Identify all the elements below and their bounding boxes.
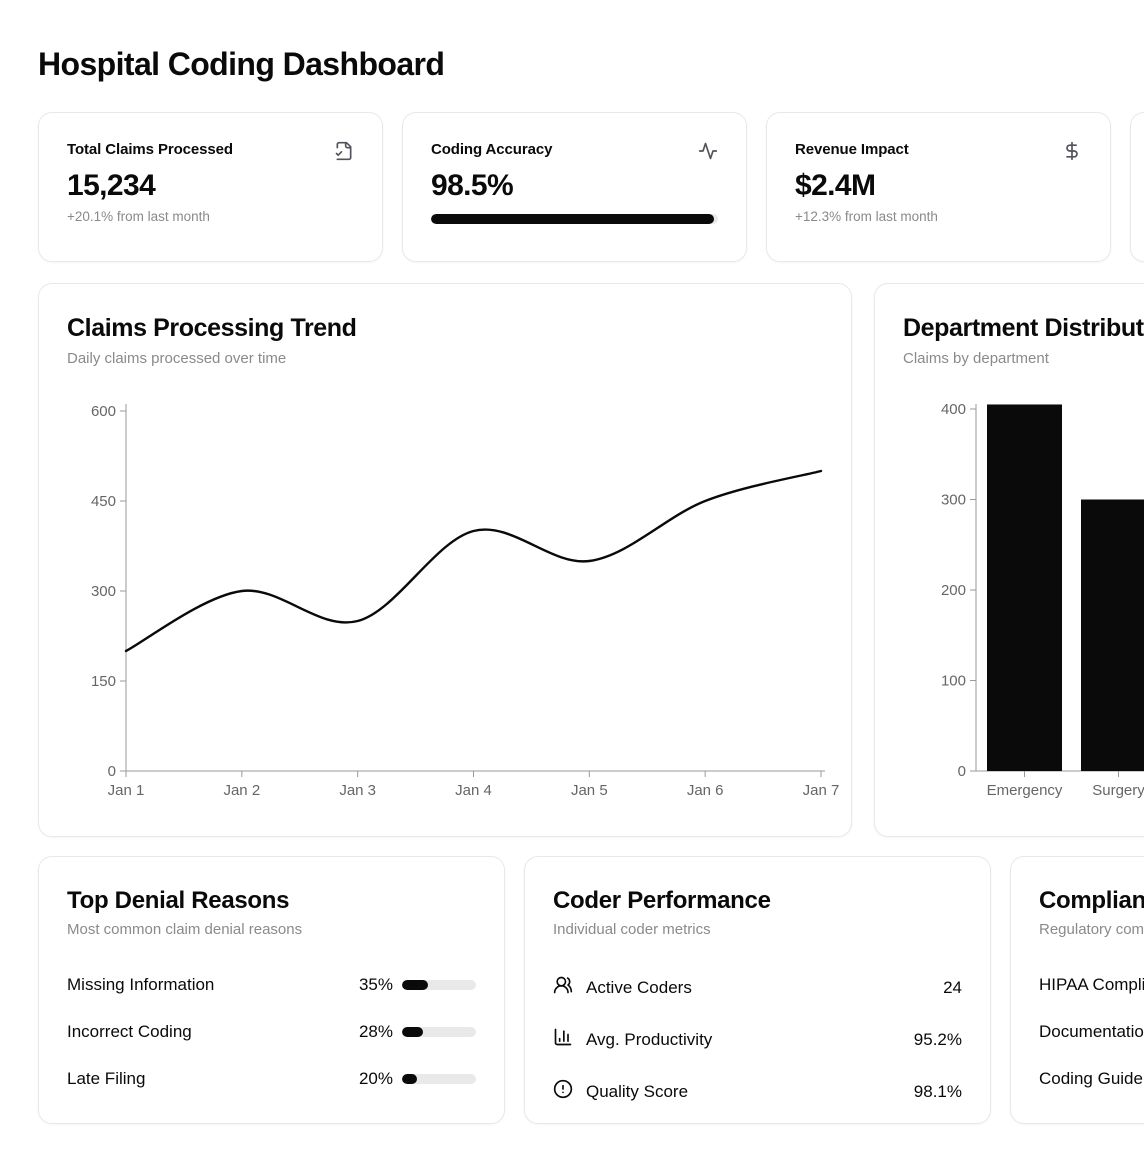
metric-value: 98.1% bbox=[913, 1081, 962, 1101]
card-title: Top Denial Reasons bbox=[67, 886, 290, 914]
claims-trend-card: Claims Processing Trend Daily claims pro… bbox=[38, 282, 852, 837]
metric-value: 95.2% bbox=[913, 1029, 962, 1049]
svg-text:Jan 6: Jan 6 bbox=[687, 782, 724, 799]
stat-card-total-claims: Total Claims Processed 15,234 +20.1% fro… bbox=[38, 111, 383, 262]
alert-circle-icon bbox=[553, 1079, 573, 1104]
charts-row: Claims Processing Trend Daily claims pro… bbox=[38, 282, 1144, 837]
stat-note: +12.3% from last month bbox=[795, 208, 938, 224]
department-distribution-card: Department Distribution Claims by depart… bbox=[874, 282, 1144, 837]
compliance-card: Compliance Regulatory compliance HIPAA C… bbox=[1010, 855, 1144, 1124]
compliance-row: HIPAA Compliance bbox=[1039, 975, 1144, 995]
denial-progressbar bbox=[402, 1074, 476, 1085]
svg-text:Surgery: Surgery bbox=[1092, 782, 1144, 799]
dashboard-page: Hospital Coding Dashboard Total Claims P… bbox=[0, 46, 1144, 1124]
card-subtitle: Individual coder metrics bbox=[553, 921, 711, 939]
metric-label: Avg. Productivity bbox=[586, 1029, 713, 1049]
coder-row: Active Coders 24 bbox=[553, 975, 962, 1000]
chart-subtitle: Daily claims processed over time bbox=[67, 349, 287, 367]
claims-trend-chart[interactable]: 0 150 300 450 600 Jan 1 Jan 2 Jan 3 Jan 4 Jan 5 Ja… bbox=[39, 284, 852, 837]
department-distribution-chart[interactable]: 0 100 200 300 400 Emergency Surgery bbox=[875, 284, 1144, 837]
svg-text:300: 300 bbox=[91, 583, 116, 600]
stat-card-clipped bbox=[1130, 111, 1144, 262]
stats-row: Total Claims Processed 15,234 +20.1% fro… bbox=[38, 111, 1144, 262]
chart-title: Claims Processing Trend bbox=[67, 313, 357, 342]
compliance-label: Documentation bbox=[1039, 1022, 1144, 1042]
denial-value: 20% bbox=[358, 1069, 393, 1089]
stat-note: +20.1% from last month bbox=[67, 208, 210, 224]
page-title: Hospital Coding Dashboard bbox=[38, 46, 445, 82]
stat-value: $2.4M bbox=[795, 168, 876, 202]
metric-label: Quality Score bbox=[586, 1081, 689, 1101]
bar-chart-icon bbox=[553, 1027, 573, 1052]
svg-text:Jan 2: Jan 2 bbox=[223, 782, 260, 799]
card-subtitle: Most common claim denial reasons bbox=[67, 921, 303, 939]
compliance-row: Coding Guidelines bbox=[1039, 1069, 1144, 1089]
svg-text:0: 0 bbox=[958, 763, 966, 780]
metric-label: Active Coders bbox=[586, 977, 692, 997]
svg-text:400: 400 bbox=[941, 401, 966, 418]
denial-value: 28% bbox=[358, 1022, 393, 1042]
denial-row: Late Filing 20% bbox=[67, 1069, 476, 1089]
stat-value: 98.5% bbox=[431, 168, 514, 202]
svg-text:Jan 4: Jan 4 bbox=[455, 782, 492, 799]
users-icon bbox=[553, 975, 573, 1000]
denial-row: Missing Information 35% bbox=[67, 975, 476, 995]
svg-text:Jan 3: Jan 3 bbox=[339, 782, 376, 799]
coder-list: Active Coders 24 Avg. Productivity 95.2%… bbox=[553, 975, 962, 1104]
stat-value: 15,234 bbox=[67, 168, 156, 202]
stat-card-coding-accuracy: Coding Accuracy 98.5% bbox=[402, 111, 747, 262]
denial-progressbar bbox=[402, 980, 476, 991]
dollar-sign-icon bbox=[1062, 141, 1082, 161]
svg-text:200: 200 bbox=[941, 582, 966, 599]
chart-subtitle: Claims by department bbox=[903, 349, 1049, 367]
denial-label: Late Filing bbox=[67, 1069, 146, 1089]
coder-row: Quality Score 98.1% bbox=[553, 1079, 962, 1104]
coder-performance-card: Coder Performance Individual coder metri… bbox=[524, 855, 991, 1124]
compliance-label: Coding Guidelines bbox=[1039, 1069, 1144, 1089]
stat-label: Coding Accuracy bbox=[431, 140, 553, 158]
svg-text:300: 300 bbox=[941, 491, 966, 508]
svg-text:Jan 1: Jan 1 bbox=[108, 782, 145, 799]
denial-row: Incorrect Coding 28% bbox=[67, 1022, 476, 1042]
denial-label: Incorrect Coding bbox=[67, 1022, 192, 1042]
denial-progressbar bbox=[402, 1027, 476, 1038]
card-title: Compliance bbox=[1039, 886, 1144, 914]
activity-icon bbox=[698, 141, 718, 161]
svg-text:100: 100 bbox=[941, 672, 966, 689]
denial-list: Missing Information 35% Incorrect Coding… bbox=[67, 975, 476, 1089]
coder-row: Avg. Productivity 95.2% bbox=[553, 1027, 962, 1052]
svg-text:150: 150 bbox=[91, 673, 116, 690]
svg-text:Jan 5: Jan 5 bbox=[571, 782, 608, 799]
card-title: Coder Performance bbox=[553, 886, 771, 914]
chart-title: Department Distribution bbox=[903, 313, 1144, 342]
svg-text:Jan 7: Jan 7 bbox=[803, 782, 840, 799]
denial-reasons-card: Top Denial Reasons Most common claim den… bbox=[38, 855, 505, 1124]
compliance-list: HIPAA Compliance Documentation Coding Gu… bbox=[1039, 975, 1144, 1089]
compliance-label: HIPAA Compliance bbox=[1039, 975, 1144, 995]
compliance-row: Documentation bbox=[1039, 1022, 1144, 1042]
svg-text:Emergency: Emergency bbox=[987, 782, 1063, 799]
bottom-row: Top Denial Reasons Most common claim den… bbox=[38, 855, 1144, 1124]
denial-value: 35% bbox=[358, 975, 393, 995]
stat-label: Total Claims Processed bbox=[67, 140, 233, 158]
svg-text:0: 0 bbox=[108, 763, 116, 780]
denial-label: Missing Information bbox=[67, 975, 215, 995]
file-check-icon bbox=[334, 141, 354, 161]
svg-text:450: 450 bbox=[91, 493, 116, 510]
card-subtitle: Regulatory compliance bbox=[1039, 921, 1144, 939]
svg-text:600: 600 bbox=[91, 403, 116, 420]
stat-label: Revenue Impact bbox=[795, 140, 909, 158]
stat-card-revenue-impact: Revenue Impact $2.4M +12.3% from last mo… bbox=[766, 111, 1111, 262]
accuracy-progressbar bbox=[431, 213, 718, 224]
metric-value: 24 bbox=[943, 977, 962, 997]
